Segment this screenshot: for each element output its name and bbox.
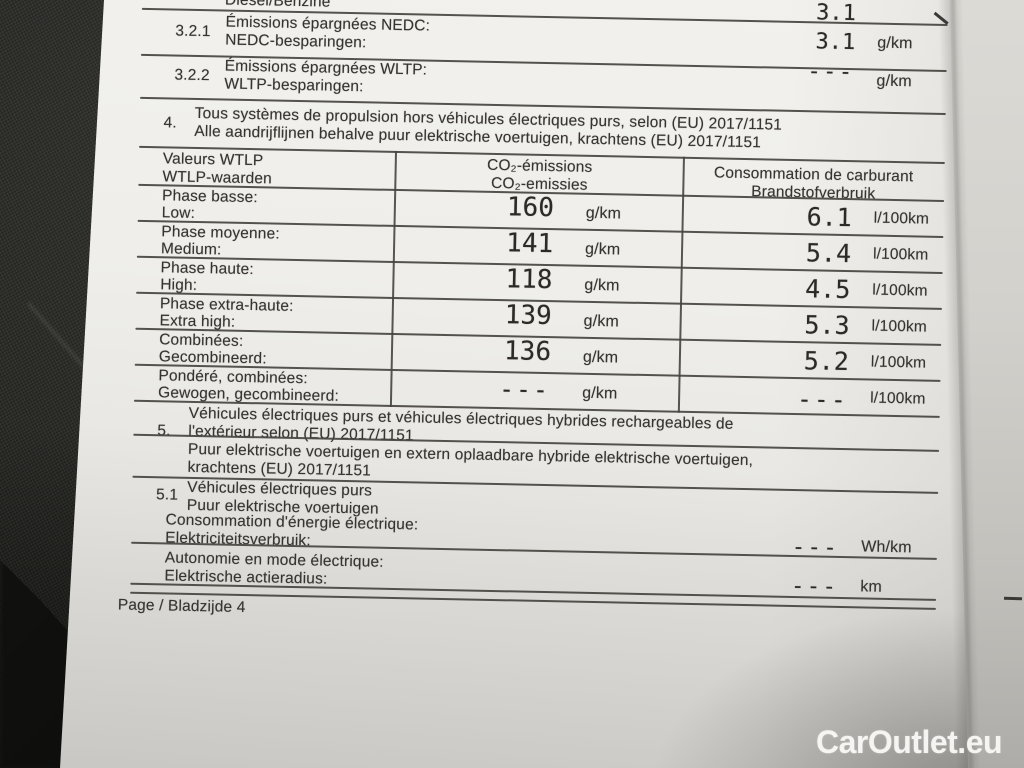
row-value: --- — [807, 59, 855, 86]
item-number: 3.2.1 — [175, 22, 211, 41]
col1-header-fr: Valeurs WTLP — [162, 150, 264, 170]
fuel-unit: l/100km — [870, 353, 927, 372]
label-nl: WLTP-besparingen: — [224, 75, 364, 96]
section-number: 5.1 — [155, 486, 179, 504]
caroutlet-watermark: CarOutlet.eu — [816, 724, 1003, 760]
co2-unit: g/km — [583, 312, 620, 331]
co2-value: 139 — [504, 300, 553, 332]
adjacent-page-rule-stub — [1003, 596, 1023, 600]
fuel-value: 5.4 — [805, 238, 852, 269]
co2-unit: g/km — [582, 348, 619, 367]
co2-unit: g/km — [584, 276, 620, 295]
co2-value: 136 — [503, 336, 552, 368]
co2-value: 118 — [505, 264, 553, 296]
row-unit: g/km — [876, 72, 912, 91]
label-nl: NEDC-besparingen: — [225, 31, 367, 52]
co2-unit: g/km — [585, 204, 622, 223]
row-value: 3.1 — [815, 29, 856, 56]
fuel-value: 6.1 — [806, 202, 853, 233]
section-number: 5. — [157, 422, 171, 440]
fuel-unit: l/100km — [871, 317, 928, 336]
fuel-unit: l/100km — [869, 389, 926, 408]
item-number: 3.2.2 — [174, 66, 210, 85]
page-footer: Page / Bladzijde 4 — [117, 596, 246, 617]
co2-unit: g/km — [584, 240, 621, 259]
row-unit: g/km — [877, 34, 913, 53]
fuel-value: --- — [796, 385, 849, 415]
document-content: Diesel/Benzine 3.1 3.2.1 Émissions éparg… — [118, 0, 950, 716]
label-nl: Elektriciteitsverbruik: — [165, 529, 311, 550]
fuel-value: 5.2 — [803, 346, 850, 377]
co2-value: 160 — [506, 192, 555, 224]
fuel-unit: l/100km — [873, 209, 930, 228]
fuel-unit: l/100km — [872, 245, 929, 264]
co2-value: --- — [499, 375, 551, 405]
fuel-unit: l/100km — [872, 281, 928, 300]
row-unit: km — [860, 578, 883, 596]
fuel-value: 4.5 — [804, 274, 851, 305]
row-unit: Wh/km — [860, 538, 912, 557]
co2-unit: g/km — [582, 384, 618, 403]
co2-value: 141 — [505, 228, 554, 260]
section-number: 4. — [163, 114, 177, 132]
fuel-value: 5.3 — [804, 310, 850, 341]
